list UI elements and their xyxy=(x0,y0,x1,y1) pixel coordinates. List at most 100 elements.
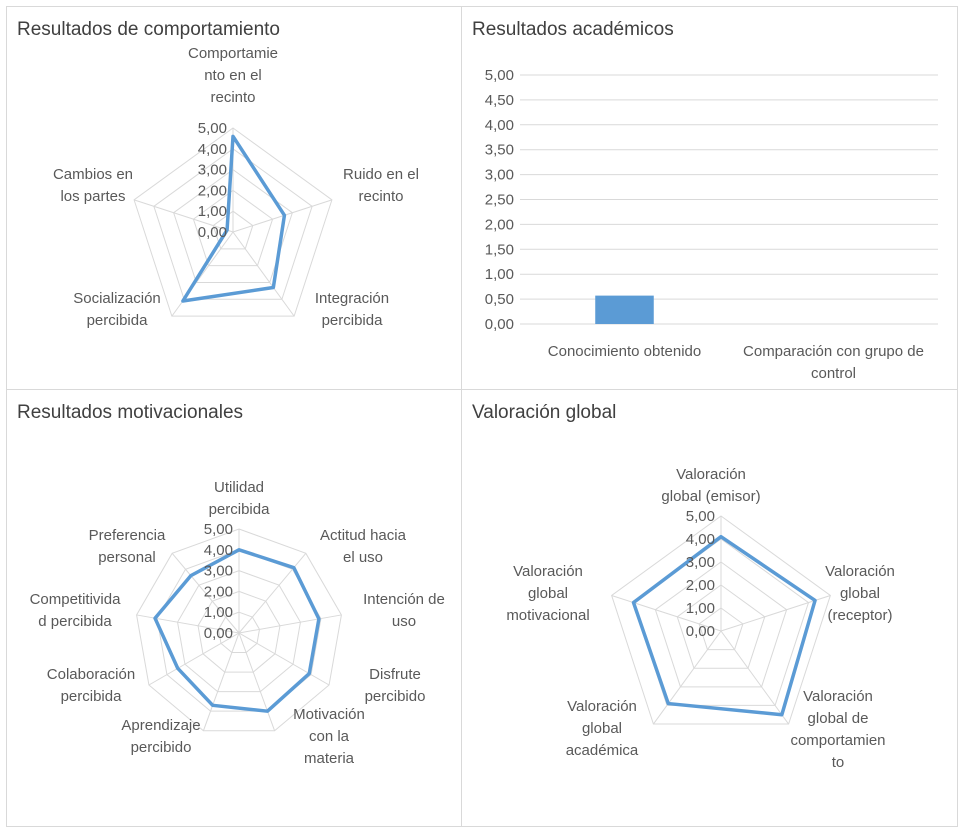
grid-ring xyxy=(676,584,766,669)
category-label-line: global (emisor) xyxy=(661,488,760,505)
chart-title: Valoración global xyxy=(472,402,617,423)
chart-title: Resultados académicos xyxy=(472,19,674,40)
category-label-line: percibida xyxy=(209,501,271,518)
category-label-line: Intención de xyxy=(363,591,445,608)
category-label: Valoración global (receptor) xyxy=(825,563,895,624)
category-label-line: Motivación xyxy=(293,706,365,723)
category-label-line: Socialización xyxy=(73,290,161,307)
radar-grid xyxy=(611,515,831,725)
category-label: Actitud hacia el uso xyxy=(320,527,407,566)
category-label: Comportamie nto en el recinto xyxy=(188,45,278,106)
category-label-line: Competitivida xyxy=(30,591,122,608)
category-label-line: global xyxy=(840,585,880,602)
y-tick-label: 4,50 xyxy=(485,92,514,109)
category-label-line: Disfrute xyxy=(369,666,421,683)
series-line xyxy=(631,534,817,717)
grid-spoke xyxy=(720,594,831,632)
category-label-line: percibido xyxy=(131,739,192,756)
category-label-line: percibido xyxy=(365,688,426,705)
category-label: Valoración global (emisor) xyxy=(661,466,760,505)
category-label-line: Preferencia xyxy=(89,527,166,544)
grid-spoke xyxy=(202,632,240,731)
y-tick-label: 4,00 xyxy=(485,117,514,134)
category-label-line: Cambios en xyxy=(53,166,133,183)
y-tick-label: 2,50 xyxy=(485,192,514,209)
tick-label: 0,00 xyxy=(198,224,227,241)
grid-spoke xyxy=(238,614,342,634)
category-label-line: recinto xyxy=(358,188,403,205)
tick-label: 2,00 xyxy=(204,583,233,600)
grid-spoke xyxy=(238,632,276,731)
panel-comportamiento: Resultados de comportamiento 0,00 1,00 2,0… xyxy=(6,6,462,390)
category-label: Integración percibida xyxy=(315,290,389,329)
category-label: Preferencia personal xyxy=(89,527,166,566)
category-label: Competitivida d percibida xyxy=(30,591,122,630)
series-line xyxy=(181,134,287,303)
grid-ring xyxy=(133,127,333,317)
x-category-label: Conocimiento obtenido xyxy=(548,343,701,360)
category-label-line: uso xyxy=(392,613,416,630)
category-label: Valoración global académica xyxy=(566,698,639,759)
category-label: Aprendizaje percibido xyxy=(121,717,200,756)
category-label-line: recinto xyxy=(210,89,255,106)
category-label: Valoración global de comportamien to xyxy=(790,688,885,771)
category-label-line: Comportamie xyxy=(188,45,278,62)
grid-spoke xyxy=(232,231,295,317)
tick-label: 0,00 xyxy=(204,625,233,642)
grid-ring xyxy=(192,189,274,267)
category-label-line: d percibida xyxy=(38,613,112,630)
category-label: Cambios en los partes xyxy=(53,166,133,205)
category-label-line: personal xyxy=(98,549,156,566)
category-label-line: los partes xyxy=(60,188,125,205)
tick-label: 4,00 xyxy=(686,531,715,548)
y-tick-label: 2,00 xyxy=(485,216,514,233)
grid-ring xyxy=(212,210,254,250)
category-label-line: nto en el xyxy=(204,67,262,84)
category-label-line: Aprendizaje xyxy=(121,717,200,734)
grid-spoke xyxy=(171,553,240,634)
grid-ring xyxy=(197,590,281,673)
category-label: Socialización percibida xyxy=(73,290,161,329)
category-label-line: Ruido en el xyxy=(343,166,419,183)
tick-label: 1,00 xyxy=(204,604,233,621)
category-label-line: académica xyxy=(566,742,639,759)
grid-ring xyxy=(136,528,342,732)
y-tick-label: 1,00 xyxy=(485,266,514,283)
category-label: Motivación con la materia xyxy=(293,706,365,767)
grid-ring xyxy=(654,561,788,688)
y-tick-label: 3,50 xyxy=(485,142,514,159)
tick-label: 3,00 xyxy=(686,554,715,571)
grid-spoke xyxy=(148,632,240,686)
category-label-line: percibida xyxy=(61,688,123,705)
category-label-line: Valoración xyxy=(825,563,895,580)
radar-chart-valoracion-global: 0,00 1,00 2,00 3,00 4,00 5,00 Valoración global… xyxy=(506,466,895,771)
radar-chart-comportamiento: 0,00 1,00 2,00 3,00 4,00 5,00 Comportamie nto e… xyxy=(53,45,419,329)
category-label-line: Colaboración xyxy=(47,666,135,683)
grid-spoke xyxy=(171,231,234,317)
grid-spoke xyxy=(611,594,722,632)
panel-valoracion-global: Valoración global 0,00 1,00 2,00 3,00 4,00 5,… xyxy=(461,389,958,827)
x-category-label: Comparación con grupo de xyxy=(743,343,924,360)
radar-grid xyxy=(133,127,333,317)
category-label: Intención de uso xyxy=(363,591,445,630)
category-label-line: Valoración xyxy=(567,698,637,715)
grid-ring xyxy=(698,607,744,651)
grid-ring xyxy=(217,611,261,654)
category-label-line: Valoración xyxy=(676,466,746,483)
grid-spoke xyxy=(720,630,789,725)
category-label-line: con la xyxy=(309,728,350,745)
tick-label: 5,00 xyxy=(686,508,715,525)
category-label-line: Valoración xyxy=(513,563,583,580)
bar-chart-academicos: 0,00 0,50 1,00 1,50 2,00 2,50 3,00 3,50 4,00 4,50… xyxy=(485,67,938,382)
category-label-line: to xyxy=(832,754,845,771)
tick-label: 3,00 xyxy=(204,563,233,580)
tick-label: 0,00 xyxy=(686,623,715,640)
radar-grid xyxy=(136,528,342,732)
category-label-line: global de xyxy=(808,710,869,727)
grid-spoke xyxy=(133,199,234,233)
category-label-line: global xyxy=(528,585,568,602)
grid-ring xyxy=(611,515,831,725)
category-label-line: materia xyxy=(304,750,355,767)
tick-label: 2,00 xyxy=(686,577,715,594)
category-label-line: comportamien xyxy=(790,732,885,749)
